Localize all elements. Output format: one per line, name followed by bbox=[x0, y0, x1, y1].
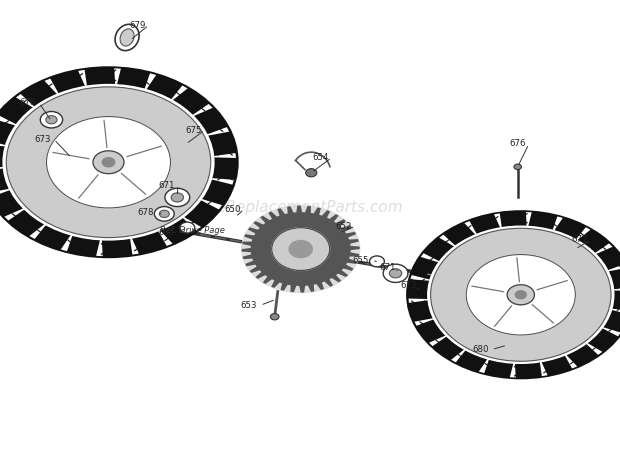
Text: 676: 676 bbox=[509, 139, 526, 149]
Polygon shape bbox=[210, 178, 234, 185]
Text: 655: 655 bbox=[352, 256, 369, 265]
Polygon shape bbox=[211, 153, 236, 158]
Text: 677: 677 bbox=[571, 235, 588, 244]
Circle shape bbox=[370, 256, 384, 267]
Polygon shape bbox=[170, 85, 188, 101]
Polygon shape bbox=[0, 188, 12, 197]
Text: 678: 678 bbox=[19, 98, 36, 107]
Polygon shape bbox=[415, 318, 436, 326]
Text: 671: 671 bbox=[158, 181, 175, 190]
Text: 654: 654 bbox=[312, 153, 329, 162]
Circle shape bbox=[428, 226, 614, 363]
Polygon shape bbox=[130, 237, 139, 255]
Text: Ref. Drive Page: Ref. Drive Page bbox=[160, 226, 224, 235]
Circle shape bbox=[46, 116, 57, 124]
Polygon shape bbox=[199, 198, 222, 209]
Polygon shape bbox=[421, 253, 441, 263]
Polygon shape bbox=[601, 327, 620, 336]
Polygon shape bbox=[29, 223, 47, 239]
Text: 673: 673 bbox=[34, 135, 51, 144]
Text: 671: 671 bbox=[379, 263, 396, 272]
Circle shape bbox=[406, 210, 620, 379]
Polygon shape bbox=[552, 217, 563, 232]
Polygon shape bbox=[4, 207, 26, 221]
Polygon shape bbox=[464, 221, 477, 236]
Polygon shape bbox=[191, 104, 213, 117]
Circle shape bbox=[3, 85, 214, 240]
Text: 678: 678 bbox=[137, 208, 154, 217]
Polygon shape bbox=[45, 79, 60, 96]
Circle shape bbox=[40, 112, 63, 128]
Polygon shape bbox=[0, 140, 7, 147]
Text: 655: 655 bbox=[158, 228, 175, 237]
Circle shape bbox=[0, 66, 239, 258]
Polygon shape bbox=[181, 216, 201, 230]
Circle shape bbox=[102, 158, 115, 167]
Ellipse shape bbox=[115, 24, 139, 51]
Text: 675: 675 bbox=[185, 126, 202, 135]
Polygon shape bbox=[593, 244, 613, 255]
Polygon shape bbox=[539, 360, 547, 376]
Circle shape bbox=[6, 87, 211, 238]
Circle shape bbox=[430, 228, 611, 361]
Circle shape bbox=[171, 193, 184, 202]
Circle shape bbox=[306, 169, 317, 177]
Polygon shape bbox=[510, 362, 516, 377]
Polygon shape bbox=[96, 238, 103, 256]
Text: eReplacementParts.com: eReplacementParts.com bbox=[216, 201, 404, 215]
Circle shape bbox=[515, 291, 526, 299]
Circle shape bbox=[159, 210, 169, 218]
Polygon shape bbox=[61, 234, 73, 251]
Circle shape bbox=[242, 206, 360, 292]
Polygon shape bbox=[114, 68, 121, 86]
Polygon shape bbox=[144, 73, 156, 91]
Polygon shape bbox=[606, 264, 620, 272]
Circle shape bbox=[270, 314, 279, 320]
Circle shape bbox=[272, 228, 330, 271]
Polygon shape bbox=[429, 335, 448, 346]
Polygon shape bbox=[585, 342, 602, 355]
Polygon shape bbox=[451, 348, 467, 362]
Polygon shape bbox=[242, 206, 360, 292]
Text: 653: 653 bbox=[241, 301, 257, 310]
Polygon shape bbox=[409, 298, 430, 303]
Polygon shape bbox=[410, 275, 432, 281]
Polygon shape bbox=[564, 354, 577, 368]
Polygon shape bbox=[0, 166, 6, 171]
Circle shape bbox=[389, 269, 402, 278]
Polygon shape bbox=[78, 70, 87, 88]
Circle shape bbox=[165, 188, 190, 207]
Polygon shape bbox=[479, 357, 490, 373]
Circle shape bbox=[289, 240, 312, 258]
Polygon shape bbox=[440, 235, 457, 248]
Circle shape bbox=[514, 164, 521, 170]
Circle shape bbox=[466, 255, 575, 335]
Circle shape bbox=[507, 285, 534, 305]
Polygon shape bbox=[526, 212, 532, 228]
Polygon shape bbox=[609, 308, 620, 314]
Circle shape bbox=[154, 207, 174, 221]
Circle shape bbox=[180, 222, 195, 233]
Text: 680: 680 bbox=[472, 345, 489, 354]
Polygon shape bbox=[16, 94, 36, 109]
Polygon shape bbox=[494, 213, 502, 229]
Circle shape bbox=[46, 117, 170, 208]
Polygon shape bbox=[612, 287, 620, 291]
Text: 673: 673 bbox=[400, 281, 417, 290]
Polygon shape bbox=[157, 229, 172, 246]
Text: 650: 650 bbox=[224, 205, 241, 214]
Polygon shape bbox=[0, 115, 18, 126]
Ellipse shape bbox=[120, 29, 134, 46]
Circle shape bbox=[383, 264, 408, 282]
Text: 679: 679 bbox=[130, 21, 146, 30]
Polygon shape bbox=[575, 227, 590, 241]
Circle shape bbox=[93, 151, 124, 174]
Polygon shape bbox=[205, 127, 229, 136]
Text: 652: 652 bbox=[335, 222, 352, 231]
